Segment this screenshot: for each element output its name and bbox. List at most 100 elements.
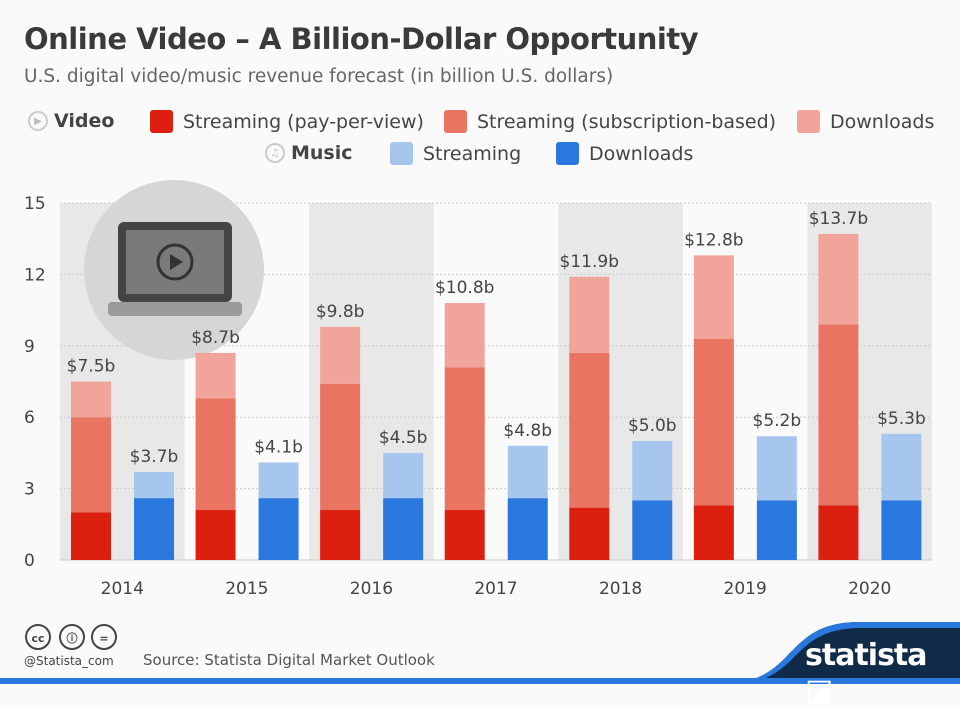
bar-segment (507, 445, 548, 499)
bar-total-label: $4.1b (254, 437, 303, 457)
x-tick-label: 2020 (848, 579, 891, 599)
bar-segment (195, 352, 236, 399)
attribution-icon: ⓘ (67, 631, 78, 645)
bar-segment (134, 471, 174, 499)
bar-total-label: $11.9b (560, 252, 619, 272)
x-tick-label: 2016 (350, 579, 393, 599)
bar-total-label: $5.0b (628, 416, 677, 436)
y-tick-label: 12 (24, 265, 46, 285)
bar-total-label: $4.8b (503, 421, 552, 441)
bar-total-label: $8.7b (191, 328, 240, 348)
bar-segment (818, 324, 859, 506)
bar-segment (632, 500, 673, 560)
cc-icon: cc (31, 632, 44, 645)
bar-segment (71, 417, 111, 513)
play-icon (170, 254, 183, 270)
legend-label: Downloads (830, 110, 935, 133)
legend-label: Downloads (589, 142, 694, 165)
legend-swatch (444, 110, 467, 133)
play-icon: ▶ (28, 111, 48, 131)
bar-segment (693, 255, 734, 339)
cc-icon (25, 624, 51, 650)
y-tick-label: 3 (24, 480, 35, 500)
y-tick-label: 6 (24, 408, 35, 428)
bar-segment (881, 500, 922, 560)
bar-segment (444, 510, 485, 560)
bar-total-label: $5.3b (877, 409, 926, 429)
x-tick-label: 2019 (724, 579, 767, 599)
y-tick-label: 9 (24, 337, 35, 357)
bar-segment (444, 367, 485, 511)
legend-video: ▶ Video (28, 110, 114, 132)
bar-total-label: $4.5b (379, 428, 428, 448)
legend-music: ♫ Music (265, 142, 353, 164)
play-icon (156, 243, 194, 281)
y-tick-label: 15 (24, 194, 46, 214)
bar-total-label: $13.7b (809, 209, 868, 229)
no-derivatives-icon (91, 624, 117, 650)
source-note: Source: Statista Digital Market Outlook (143, 651, 435, 669)
legend-item: Streaming (pay-per-view) (150, 110, 424, 133)
bar-segment (756, 436, 797, 501)
bar-segment (134, 498, 174, 560)
legend-swatch (797, 110, 820, 133)
bar-segment (632, 441, 673, 501)
legend-label: Streaming (pay-per-view) (183, 110, 424, 133)
legend-label: Streaming (423, 142, 522, 165)
footer-bar (0, 678, 960, 684)
x-tick-label: 2017 (474, 579, 517, 599)
bar-segment (195, 510, 236, 560)
statista-logo: statista ◪ (805, 638, 928, 708)
bar-segment (693, 338, 734, 506)
bar-segment (320, 326, 361, 384)
bar-segment (569, 276, 610, 353)
legend-swatch (556, 142, 579, 165)
legend-item: Streaming (390, 142, 521, 165)
legend-music-label: Music (291, 142, 353, 164)
x-tick-label: 2015 (225, 579, 268, 599)
bar-segment (756, 500, 797, 560)
bar-segment (258, 462, 299, 499)
bar-segment (818, 505, 859, 560)
legend-label: Streaming (subscription-based) (477, 110, 777, 133)
bar-total-label: $7.5b (67, 357, 116, 377)
no-derivatives-icon: = (99, 632, 108, 645)
legend-swatch (150, 110, 173, 133)
bar-segment (383, 452, 424, 499)
x-tick-label: 2018 (599, 579, 642, 599)
chart-subtitle: U.S. digital video/music revenue forecas… (24, 66, 614, 87)
bar-segment (693, 505, 734, 560)
bar-total-label: $10.8b (435, 278, 494, 298)
bar-segment (71, 381, 111, 418)
credit-handle: @Statista_com (24, 654, 114, 668)
legend-item: Streaming (subscription-based) (444, 110, 776, 133)
legend-swatch (390, 142, 413, 165)
attribution-icon (59, 624, 85, 650)
bar-total-label: $3.7b (130, 447, 179, 467)
bar-segment (444, 302, 485, 368)
bar-segment (569, 507, 610, 560)
bar-total-label: $5.2b (753, 411, 802, 431)
bar-segment (818, 233, 859, 325)
laptop-base (108, 302, 242, 316)
bar-segment (320, 510, 361, 560)
bar-segment (258, 498, 299, 560)
y-tick-label: 0 (24, 551, 35, 571)
music-note-icon: ♫ (265, 143, 285, 163)
bar-segment (195, 398, 236, 511)
chart: 0 3 6 9 12 15 $7.5b $3.7b 2014 $8.7b $4.1b 2015 $9.8… (0, 180, 960, 684)
legend-item: Downloads (556, 142, 693, 165)
bar-total-label: $9.8b (316, 302, 365, 322)
legend-item: Downloads (797, 110, 934, 133)
bar-segment (383, 498, 424, 560)
bar-segment (71, 512, 111, 560)
footer-accent (720, 622, 960, 684)
legend-video-label: Video (54, 110, 115, 132)
bar-total-label: $12.8b (684, 230, 743, 250)
bar-segment (881, 433, 922, 501)
chart-title: Online Video – A Billion-Dollar Opportun… (24, 22, 699, 56)
x-tick-label: 2014 (101, 579, 144, 599)
bar-segment (507, 498, 548, 560)
bar-segment (569, 352, 610, 508)
bar-segment (320, 383, 361, 511)
